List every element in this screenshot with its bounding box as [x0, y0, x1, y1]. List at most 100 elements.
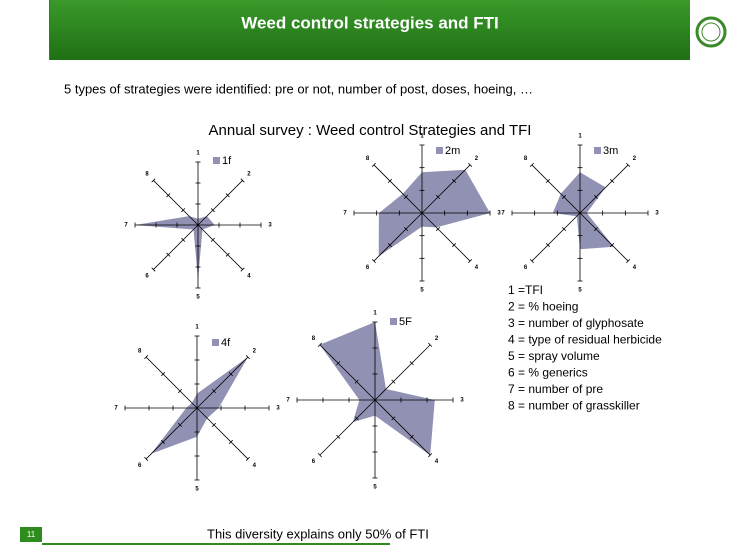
radar-tick: [354, 416, 359, 421]
radar-tick: [561, 194, 567, 200]
radar-axis: [421, 164, 471, 214]
axis-label: 8: [524, 156, 528, 162]
axis-label: 5: [195, 487, 199, 493]
radar-tick: [210, 208, 215, 213]
radar-tick: [228, 372, 233, 377]
radar-tick: [428, 453, 433, 458]
radar-tick: [151, 267, 156, 272]
radar-tick: [177, 422, 183, 428]
axis-label: 2: [253, 348, 257, 354]
header-band: [50, 0, 690, 60]
radar-tick: [403, 226, 409, 232]
radar-tick: [166, 252, 171, 257]
radar-tick: [561, 226, 567, 232]
radar-axis: [153, 224, 199, 270]
axis-label: 7: [343, 211, 347, 217]
radar-tick: [545, 243, 550, 248]
radar-tick: [468, 162, 473, 167]
radar-axis: [531, 164, 581, 214]
radar-tick: [177, 388, 183, 394]
axis-label: 1: [195, 325, 199, 331]
axis-label: 8: [312, 336, 316, 342]
radar-tick: [529, 259, 534, 264]
radar-tick: [371, 259, 376, 264]
key-item: 3 = number of glyphosate: [508, 316, 644, 330]
axis-label: 1: [373, 311, 377, 317]
radar-axis: [531, 212, 581, 262]
axis-label: 6: [145, 273, 149, 279]
radar-tick: [593, 194, 599, 200]
radar-tick: [545, 178, 550, 183]
radar-tick: [468, 259, 473, 264]
axis-label: 2: [247, 172, 251, 178]
radar-tick: [435, 194, 441, 200]
axis-label: 4: [475, 265, 479, 271]
axis-label: 6: [312, 459, 316, 465]
radar-tick: [409, 434, 414, 439]
axis-label: 3: [460, 398, 464, 404]
axis-label: 5: [420, 288, 424, 294]
page-number-box: [20, 527, 42, 542]
radar-tick: [225, 252, 230, 257]
radar-tick: [181, 237, 186, 242]
radar-axis: [197, 180, 243, 226]
radar-tick: [240, 178, 245, 183]
radar-tick: [317, 453, 322, 458]
footer-text: This diversity explains only 50% of FTI: [207, 526, 429, 541]
radar-tick: [228, 439, 233, 444]
radar-tick: [409, 361, 414, 366]
logo: [695, 16, 727, 48]
axis-label: 8: [138, 348, 142, 354]
radar-axis: [197, 224, 243, 270]
axis-label: 7: [501, 211, 505, 217]
radar-tick: [403, 194, 409, 200]
radar-tick: [593, 226, 599, 232]
radar-axis: [196, 356, 249, 409]
radar-tick: [336, 361, 341, 366]
axis-label: 1: [578, 134, 582, 140]
legend-label: 2m: [445, 145, 460, 157]
radar-axis: [374, 399, 431, 456]
legend-label: 3m: [603, 145, 618, 157]
radar-tick: [245, 456, 250, 461]
legend-swatch: [212, 339, 219, 346]
key: 1 =TFI 2 = % hoeing 3 = number of glyphosa…: [508, 283, 662, 413]
radar-tick: [166, 193, 171, 198]
radar-tick: [161, 439, 166, 444]
legend-swatch: [436, 147, 443, 154]
radar-tick: [391, 416, 396, 421]
axis-label: 7: [124, 223, 128, 229]
axis-label: 3: [655, 211, 659, 217]
radar-tick: [245, 355, 250, 360]
radar-tick: [211, 388, 217, 394]
radar-tick: [626, 162, 631, 167]
key-item: 5 = spray volume: [508, 349, 600, 363]
radar-axis: [319, 399, 376, 456]
radar-tick: [144, 355, 149, 360]
key-item: 8 = number of grasskiller: [508, 399, 640, 413]
radar-axis: [373, 164, 423, 214]
axis-label: 5: [578, 288, 582, 294]
radar-axis: [579, 212, 629, 262]
radar-tick: [435, 226, 441, 232]
axis-label: 5: [196, 295, 200, 301]
radar-tick: [610, 178, 615, 183]
key-item: 4 = type of residual herbicide: [508, 333, 662, 347]
radar-tick: [391, 379, 396, 384]
radar-tick: [151, 178, 156, 183]
radar-axis: [319, 344, 376, 401]
radar-axis: [373, 212, 423, 262]
radar-area: [135, 216, 215, 280]
axis-label: 4: [633, 265, 637, 271]
radar-tick: [336, 434, 341, 439]
axis-label: 6: [366, 265, 370, 271]
slide-title: Weed control strategies and FTI: [241, 13, 499, 32]
radar-tick: [211, 422, 217, 428]
radar-axis: [153, 180, 199, 226]
radar-tick: [225, 193, 230, 198]
key-item: 7 = number of pre: [508, 382, 603, 396]
axis-label: 2: [475, 156, 479, 162]
radar-axis: [374, 344, 431, 401]
radar-tick: [317, 342, 322, 347]
key-item: 6 = % generics: [508, 366, 588, 380]
